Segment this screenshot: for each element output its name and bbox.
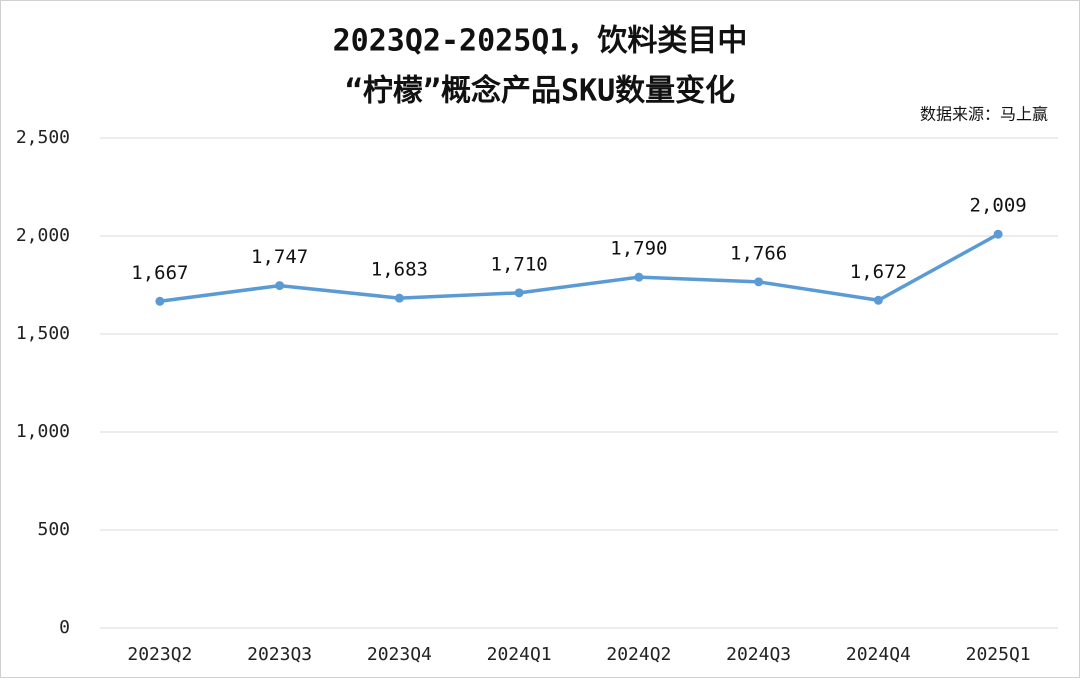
x-tick-label: 2023Q4 <box>367 644 432 665</box>
source-note: 数据来源：马上赢 <box>920 105 1048 124</box>
chart-title: 2023Q2-2025Q1，饮料类目中 <box>333 24 748 59</box>
data-label: 1,747 <box>251 246 308 268</box>
x-tick-label: 2024Q4 <box>846 644 911 665</box>
y-tick-label: 2,500 <box>16 127 70 148</box>
data-label: 1,683 <box>371 259 428 281</box>
data-label: 2,009 <box>970 195 1027 217</box>
y-tick-label: 2,000 <box>16 225 70 246</box>
data-point <box>514 288 524 298</box>
data-point <box>155 296 165 306</box>
data-line <box>159 232 999 304</box>
data-label: 1,790 <box>610 238 667 260</box>
chart-title: “柠檬”概念产品SKU数量变化 <box>345 74 735 109</box>
data-label: 1,672 <box>850 261 907 283</box>
x-tick-label: 2023Q2 <box>127 644 192 665</box>
data-point <box>394 293 404 303</box>
x-tick-label: 2024Q2 <box>606 644 671 665</box>
data-point <box>754 277 764 287</box>
data-label: 1,667 <box>131 262 188 284</box>
x-tick-label: 2024Q1 <box>487 644 552 665</box>
data-point <box>873 295 883 305</box>
data-point <box>634 272 644 282</box>
data-point <box>275 281 285 291</box>
x-tick-label: 2024Q3 <box>726 644 791 665</box>
y-tick-label: 500 <box>37 519 70 540</box>
x-tick-label: 2025Q1 <box>966 644 1031 665</box>
data-point <box>993 229 1003 239</box>
data-label: 1,710 <box>491 253 548 275</box>
y-tick-label: 0 <box>59 617 70 638</box>
y-tick-label: 1,500 <box>16 323 70 344</box>
x-tick-label: 2023Q3 <box>247 644 312 665</box>
y-tick-label: 1,000 <box>16 421 70 442</box>
data-label: 1,766 <box>730 242 787 264</box>
